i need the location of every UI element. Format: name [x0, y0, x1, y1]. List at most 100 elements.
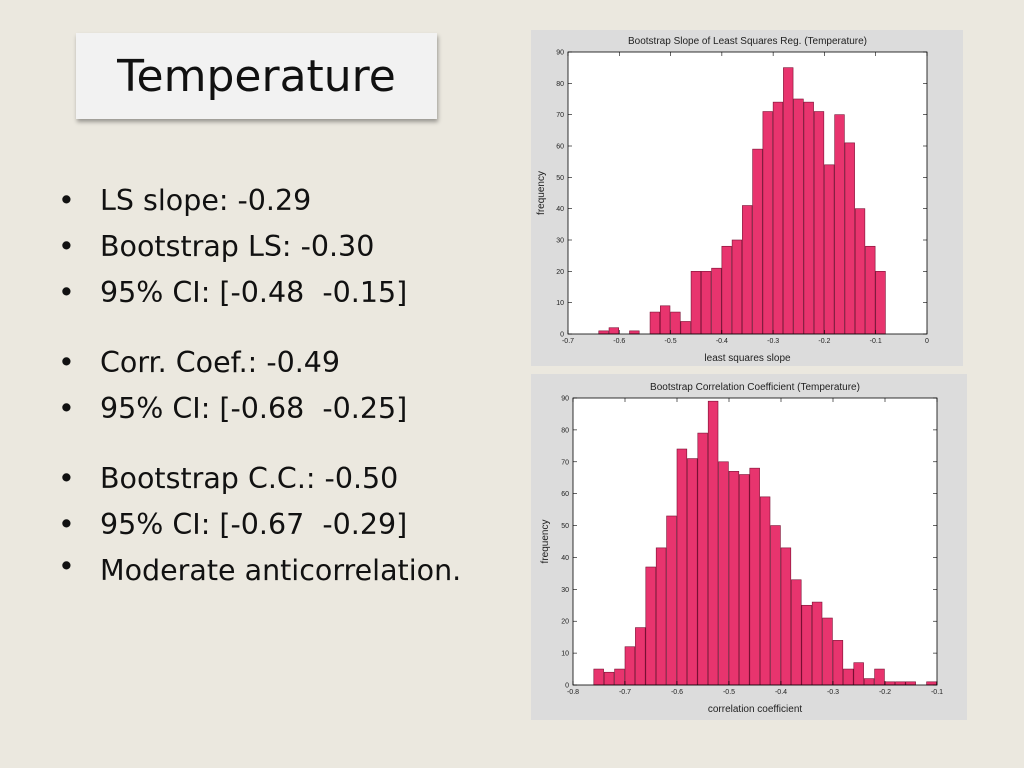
histogram-bar — [874, 668, 885, 686]
histogram-bar — [895, 681, 906, 686]
histogram-bar — [624, 646, 636, 686]
plot-frame — [567, 51, 928, 335]
histogram-bar — [687, 458, 698, 686]
y-axis-label: frequency — [536, 171, 547, 215]
y-tick-label: 20 — [556, 269, 564, 276]
slope-histogram-panel: Bootstrap Slope of Least Squares Reg. (T… — [531, 30, 963, 366]
y-axis-label: frequency — [540, 520, 551, 564]
x-tick-label: 0 — [925, 338, 929, 345]
histogram-bar — [884, 681, 896, 686]
x-tick-label: -0.2 — [818, 338, 830, 345]
y-tick-label: 50 — [556, 175, 564, 182]
y-tick-label: 20 — [561, 619, 569, 626]
histogram-bar — [875, 271, 886, 335]
histogram-bar — [739, 474, 750, 686]
histogram-bar — [762, 111, 773, 335]
histogram-bar — [666, 515, 677, 686]
histogram-bar — [742, 205, 753, 335]
histogram-bar — [728, 471, 740, 686]
histogram-bar — [759, 496, 771, 686]
x-tick-label: -0.5 — [723, 689, 735, 696]
histogram-bar — [865, 245, 876, 335]
histogram-bar — [721, 245, 732, 335]
chart-title: Bootstrap Slope of Least Squares Reg. (T… — [628, 36, 867, 47]
histogram-bar — [711, 267, 722, 335]
histogram-bar — [731, 239, 743, 335]
bullet-ls-slope: LS slope: -0.29 — [58, 178, 518, 224]
y-tick-label: 60 — [561, 491, 569, 498]
x-tick-label: -0.4 — [716, 338, 728, 345]
histogram-bar — [783, 67, 794, 335]
y-tick-label: 10 — [556, 300, 564, 307]
histogram-bar — [780, 547, 792, 686]
histogram-bar — [749, 467, 760, 686]
slope-histogram: Bootstrap Slope of Least Squares Reg. (T… — [536, 36, 929, 364]
x-tick-label: -0.3 — [827, 689, 839, 696]
slide-title: Temperature — [117, 50, 396, 102]
bullet-list: LS slope: -0.29 Bootstrap LS: -0.30 95% … — [58, 178, 518, 589]
bullet-bootstrap-cc: Bootstrap C.C.: -0.50 — [58, 456, 518, 502]
x-tick-label: -0.4 — [775, 689, 787, 696]
y-tick-label: 0 — [565, 683, 569, 690]
histogram-bar — [676, 448, 688, 686]
histogram-bar — [608, 327, 619, 335]
histogram-bar — [853, 662, 864, 686]
y-tick-label: 40 — [561, 555, 569, 562]
x-tick-label: -0.5 — [665, 338, 677, 345]
bullet-bootstrap-cc-ci: 95% CI: [-0.67 -0.29] — [58, 502, 518, 548]
y-tick-label: 40 — [556, 206, 564, 213]
histogram-bar — [803, 101, 814, 335]
bullet-group-bootstrap-cc: Bootstrap C.C.: -0.50 95% CI: [-0.67 -0.… — [58, 456, 518, 589]
x-tick-label: -0.2 — [879, 689, 891, 696]
x-tick-label: -0.7 — [619, 689, 631, 696]
bullet-group-corr: Corr. Coef.: -0.49 95% CI: [-0.68 -0.25] — [58, 340, 518, 432]
histogram-bar — [680, 321, 691, 335]
y-tick-label: 60 — [556, 144, 564, 151]
histogram-bar — [926, 681, 937, 686]
histogram-bar — [649, 311, 661, 335]
histogram-bar — [770, 525, 781, 686]
histogram-bar — [811, 601, 823, 686]
histogram-bar — [603, 671, 615, 686]
histogram-bar — [593, 668, 604, 686]
bullet-ls-ci: 95% CI: [-0.48 -0.15] — [58, 270, 518, 316]
histogram-bar — [614, 668, 625, 686]
histogram-bar — [843, 668, 854, 686]
y-tick-label: 80 — [561, 427, 569, 434]
x-axis-label: least squares slope — [704, 353, 791, 364]
histogram-bar — [822, 617, 833, 686]
plot-frame — [572, 397, 938, 686]
histogram-bar — [645, 566, 656, 686]
y-tick-label: 30 — [561, 587, 569, 594]
histogram-bar — [772, 101, 784, 335]
histogram-bar — [655, 547, 667, 686]
bullet-corr-ci: 95% CI: [-0.68 -0.25] — [58, 386, 518, 432]
bullet-corr-coef: Corr. Coef.: -0.49 — [58, 340, 518, 386]
histogram-bar — [834, 114, 845, 335]
histogram-bar — [791, 579, 802, 686]
histogram-bar — [854, 208, 866, 335]
histogram-bar — [752, 148, 763, 335]
x-axis-label: correlation coefficient — [708, 704, 803, 715]
histogram-bar — [718, 461, 729, 686]
bullet-conclusion: Moderate anticorrelation. — [58, 548, 518, 589]
histogram-bar — [598, 330, 609, 335]
x-tick-label: -0.7 — [562, 338, 574, 345]
x-tick-label: -0.3 — [767, 338, 779, 345]
histogram-bar — [670, 311, 681, 335]
x-tick-label: -0.6 — [613, 338, 625, 345]
histogram-bar — [863, 678, 875, 686]
x-tick-label: -0.8 — [567, 689, 579, 696]
corr-histogram-panel: Bootstrap Correlation Coefficient (Tempe… — [531, 374, 967, 720]
chart-title: Bootstrap Correlation Coefficient (Tempe… — [650, 382, 860, 393]
histogram-bar — [707, 400, 719, 686]
histogram-bar — [793, 98, 804, 335]
bullet-group-ls: LS slope: -0.29 Bootstrap LS: -0.30 95% … — [58, 178, 518, 316]
histogram-bar — [905, 681, 916, 686]
histogram-bar — [635, 627, 646, 686]
histogram-bar — [697, 432, 708, 686]
y-tick-label: 10 — [561, 651, 569, 658]
histogram-bar — [824, 164, 835, 335]
y-tick-label: 70 — [561, 459, 569, 466]
corr-histogram: Bootstrap Correlation Coefficient (Tempe… — [540, 382, 943, 715]
